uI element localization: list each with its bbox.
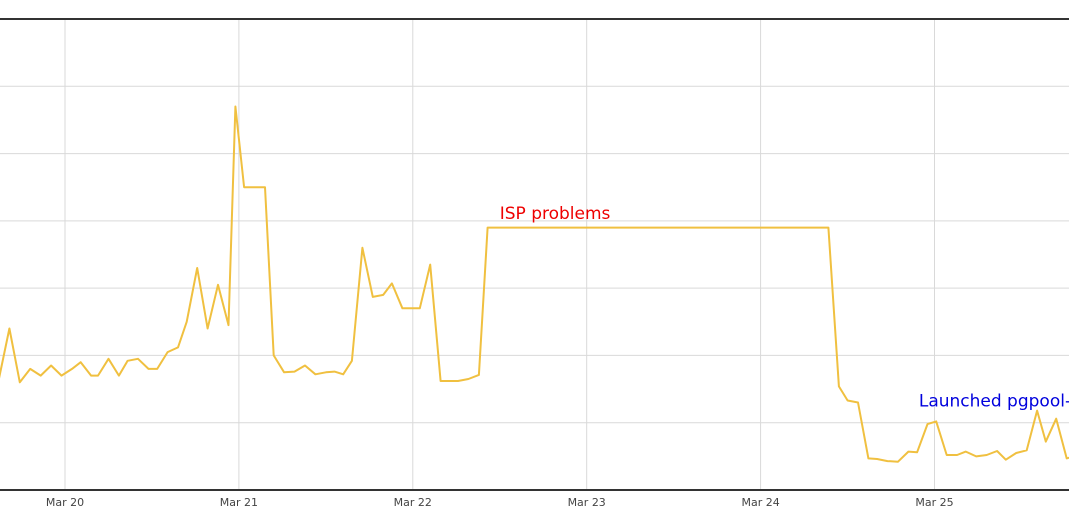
annotation-label: ISP problems	[500, 204, 611, 224]
x-tick-label: Mar 23	[568, 496, 606, 509]
x-tick-label: Mar 24	[741, 496, 779, 509]
x-tick-label: Mar 21	[220, 496, 258, 509]
series-group	[0, 105, 1069, 463]
y-gridlines	[0, 85, 1069, 424]
series-line	[0, 105, 1069, 463]
x-tick-labels: Mar 20 Mar 21 Mar 22 Mar 23 Mar 24 Mar 25	[46, 496, 954, 509]
x-tick-label: Mar 22	[394, 496, 432, 509]
x-tick-label: Mar 25	[915, 496, 953, 509]
x-gridlines	[64, 19, 935, 490]
annotation-label: Launched pgpool-II + memcached	[919, 392, 1069, 412]
annotations: ISP problems Launched pgpool-II + memcach…	[500, 204, 1069, 412]
x-tick-label: Mar 20	[46, 496, 84, 509]
